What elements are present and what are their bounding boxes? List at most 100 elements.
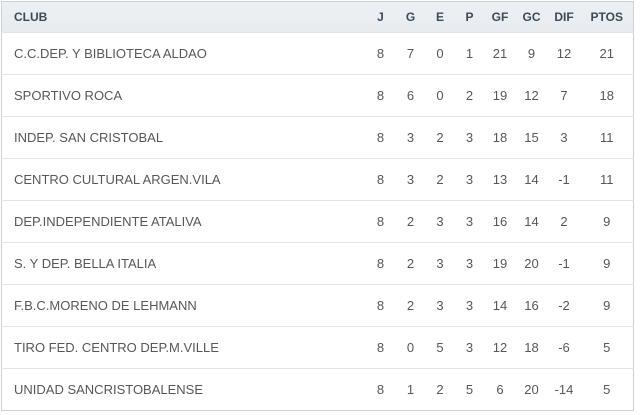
e-cell: 3 — [425, 200, 455, 243]
table-row: DEP.INDEPENDIENTE ATALIVA 8 2 3 3 16 14 2 9 — [1, 200, 634, 243]
dif-cell: -2 — [547, 284, 581, 327]
club-name-cell: CENTRO CULTURAL ARGEN.VILA — [1, 158, 366, 201]
e-cell: 3 — [425, 284, 455, 327]
dif-cell: 2 — [547, 200, 581, 243]
gf-cell: 19 — [484, 74, 516, 117]
e-cell: 3 — [425, 242, 455, 285]
j-cell: 8 — [365, 116, 396, 159]
club-name-cell: INDEP. SAN CRISTOBAL — [1, 116, 366, 159]
dif-cell: -1 — [547, 242, 581, 285]
j-cell: 8 — [365, 368, 396, 411]
club-name-cell: S. Y DEP. BELLA ITALIA — [1, 242, 366, 285]
p-cell: 3 — [454, 326, 485, 369]
dif-cell: 3 — [547, 116, 581, 159]
ptos-cell: 9 — [580, 200, 634, 243]
club-name-cell: F.B.C.MORENO DE LEHMANN — [1, 284, 366, 327]
gc-cell: 15 — [515, 116, 548, 159]
table-row: S. Y DEP. BELLA ITALIA 8 2 3 3 19 20 -1 9 — [1, 242, 634, 285]
table-row: TIRO FED. CENTRO DEP.M.VILLE 8 0 5 3 12 18 -6 5 — [1, 326, 634, 369]
ptos-cell: 18 — [580, 74, 634, 117]
p-cell: 3 — [454, 158, 485, 201]
e-cell: 5 — [425, 326, 455, 369]
ptos-cell: 9 — [580, 242, 634, 285]
gf-cell: 21 — [484, 32, 516, 75]
g-cell: 2 — [395, 200, 426, 243]
g-cell: 0 — [395, 326, 426, 369]
column-header-gc: GC — [515, 1, 548, 33]
p-cell: 1 — [454, 32, 485, 75]
p-cell: 3 — [454, 200, 485, 243]
j-cell: 8 — [365, 242, 396, 285]
table-header: CLUB J G E P GF GC DIF PTOS — [1, 1, 634, 33]
g-cell: 2 — [395, 284, 426, 327]
gc-cell: 20 — [515, 368, 548, 411]
ptos-cell: 9 — [580, 284, 634, 327]
ptos-cell: 5 — [580, 326, 634, 369]
gf-cell: 18 — [484, 116, 516, 159]
column-header-p: P — [454, 1, 485, 33]
ptos-cell: 11 — [580, 116, 634, 159]
gc-cell: 14 — [515, 158, 548, 201]
dif-cell: 7 — [547, 74, 581, 117]
g-cell: 3 — [395, 158, 426, 201]
table-row: C.C.DEP. Y BIBLIOTECA ALDAO 8 7 0 1 21 9 12 21 — [1, 32, 634, 75]
table-body: C.C.DEP. Y BIBLIOTECA ALDAO 8 7 0 1 21 9 12 21 SP… — [1, 32, 634, 411]
table-row: CENTRO CULTURAL ARGEN.VILA 8 3 2 3 13 14 -1 11 — [1, 158, 634, 201]
e-cell: 0 — [425, 74, 455, 117]
e-cell: 2 — [425, 158, 455, 201]
club-name-cell: DEP.INDEPENDIENTE ATALIVA — [1, 200, 366, 243]
club-name-cell: C.C.DEP. Y BIBLIOTECA ALDAO — [1, 32, 366, 75]
gc-cell: 20 — [515, 242, 548, 285]
e-cell: 0 — [425, 32, 455, 75]
j-cell: 8 — [365, 284, 396, 327]
club-name-cell: SPORTIVO ROCA — [1, 74, 366, 117]
p-cell: 3 — [454, 116, 485, 159]
table-row: SPORTIVO ROCA 8 6 0 2 19 12 7 18 — [1, 74, 634, 117]
p-cell: 2 — [454, 74, 485, 117]
gf-cell: 14 — [484, 284, 516, 327]
column-header-club: CLUB — [1, 1, 366, 33]
p-cell: 3 — [454, 284, 485, 327]
gc-cell: 14 — [515, 200, 548, 243]
column-header-dif: DIF — [547, 1, 581, 33]
g-cell: 6 — [395, 74, 426, 117]
gc-cell: 9 — [515, 32, 548, 75]
table-row: UNIDAD SANCRISTOBALENSE 8 1 2 5 6 20 -14 5 — [1, 368, 634, 411]
p-cell: 3 — [454, 242, 485, 285]
dif-cell: -1 — [547, 158, 581, 201]
g-cell: 3 — [395, 116, 426, 159]
gc-cell: 18 — [515, 326, 548, 369]
g-cell: 1 — [395, 368, 426, 411]
j-cell: 8 — [365, 326, 396, 369]
gf-cell: 6 — [484, 368, 516, 411]
ptos-cell: 5 — [580, 368, 634, 411]
column-header-gf: GF — [484, 1, 516, 33]
e-cell: 2 — [425, 368, 455, 411]
j-cell: 8 — [365, 32, 396, 75]
e-cell: 2 — [425, 116, 455, 159]
column-header-g: G — [395, 1, 426, 33]
gf-cell: 19 — [484, 242, 516, 285]
dif-cell: -6 — [547, 326, 581, 369]
gc-cell: 12 — [515, 74, 548, 117]
gc-cell: 16 — [515, 284, 548, 327]
dif-cell: -14 — [547, 368, 581, 411]
j-cell: 8 — [365, 200, 396, 243]
club-name-cell: UNIDAD SANCRISTOBALENSE — [1, 368, 366, 411]
j-cell: 8 — [365, 74, 396, 117]
table-row: INDEP. SAN CRISTOBAL 8 3 2 3 18 15 3 11 — [1, 116, 634, 159]
p-cell: 5 — [454, 368, 485, 411]
g-cell: 7 — [395, 32, 426, 75]
standings-table: CLUB J G E P GF GC DIF PTOS C.C.DEP. Y BIBLIOTEC… — [1, 1, 634, 411]
gf-cell: 13 — [484, 158, 516, 201]
g-cell: 2 — [395, 242, 426, 285]
dif-cell: 12 — [547, 32, 581, 75]
gf-cell: 12 — [484, 326, 516, 369]
column-header-ptos: PTOS — [580, 1, 634, 33]
gf-cell: 16 — [484, 200, 516, 243]
column-header-j: J — [365, 1, 396, 33]
column-header-e: E — [425, 1, 455, 33]
ptos-cell: 21 — [580, 32, 634, 75]
j-cell: 8 — [365, 158, 396, 201]
